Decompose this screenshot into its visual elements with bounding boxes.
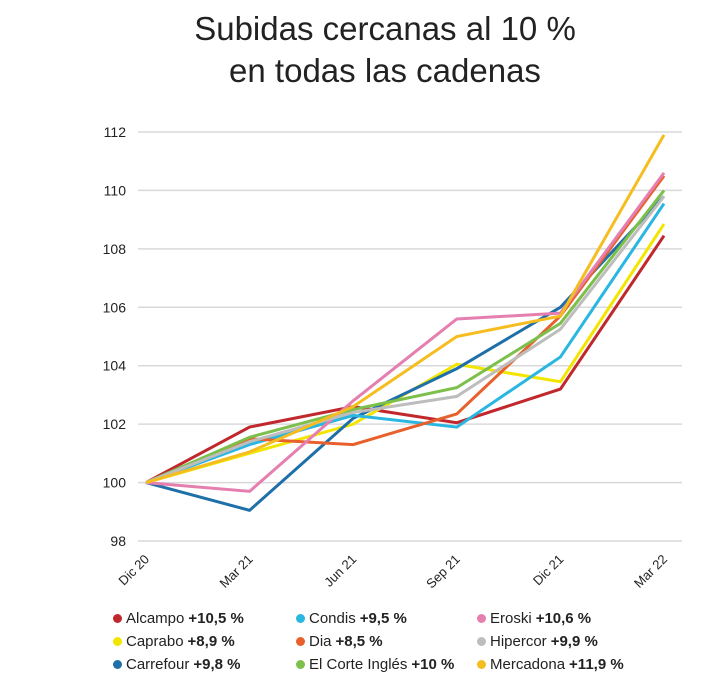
chart-title: Subidas cercanas al 10 % en todas las ca… xyxy=(60,8,701,92)
legend-dot-icon xyxy=(113,660,122,669)
series-line-eroski xyxy=(145,172,666,493)
legend-item: Mercadona +11,9 % xyxy=(477,656,624,673)
legend-item: Dia +8,5 % xyxy=(296,633,383,650)
series-line-alcampo xyxy=(145,234,666,484)
title-line-2: en todas las cadenas xyxy=(229,52,541,89)
series-line-condis xyxy=(145,202,666,484)
series-line-mercadona xyxy=(145,134,666,485)
x-tick-label: Sep 21 xyxy=(423,552,463,592)
legend-item: Caprabo +8,9 % xyxy=(113,633,235,650)
legend-label: Dia xyxy=(309,633,332,650)
legend-label: El Corte Inglés xyxy=(309,656,408,673)
legend-change: +11,9 % xyxy=(569,656,624,673)
y-tick-label: 110 xyxy=(104,182,127,198)
legend-label: Mercadona xyxy=(490,656,566,673)
legend-dot-icon xyxy=(477,614,486,623)
x-tick-label: Mar 21 xyxy=(216,552,255,591)
series-line-el-corte-ingl-s xyxy=(145,189,666,484)
legend-change: +10,5 % xyxy=(188,610,244,627)
x-tick-label: Mar 22 xyxy=(631,552,670,591)
legend-item: Carrefour +9,8 % xyxy=(113,656,240,673)
legend-change: +8,5 % xyxy=(335,633,383,650)
x-tick-label: Jun 21 xyxy=(321,552,359,590)
legend-dot-icon xyxy=(296,614,305,623)
legend-dot-icon xyxy=(113,637,122,646)
x-tick-label: Dic 21 xyxy=(530,552,567,589)
title-line-1: Subidas cercanas al 10 % xyxy=(194,10,576,47)
legend-label: Alcampo xyxy=(126,610,185,627)
y-tick-label: 102 xyxy=(103,416,127,432)
legend-item: Condis +9,5 % xyxy=(296,610,407,627)
legend-label: Caprabo xyxy=(126,633,184,650)
y-tick-label: 100 xyxy=(103,475,127,491)
legend-label: Eroski xyxy=(490,610,532,627)
legend-label: Hipercor xyxy=(490,633,547,650)
legend-label: Condis xyxy=(309,610,356,627)
legend-dot-icon xyxy=(296,660,305,669)
legend-label: Carrefour xyxy=(126,656,190,673)
legend-change: +10,6 % xyxy=(535,610,592,627)
legend-change: +9,8 % xyxy=(193,656,241,673)
legend-item: Hipercor +9,9 % xyxy=(477,633,598,650)
legend-change: +10 % xyxy=(411,656,455,673)
legend-dot-icon xyxy=(477,637,486,646)
legend-change: +9,5 % xyxy=(359,610,407,627)
legend-dot-icon xyxy=(296,637,305,646)
legend-change: +8,9 % xyxy=(187,633,235,650)
line-chart: 98 100 102 104 106 108 110 112 Dic 20 Mar 21 Jun 2… xyxy=(103,124,682,592)
y-tick-label: 112 xyxy=(104,124,127,140)
y-tick-label: 98 xyxy=(110,533,126,549)
legend-change: +9,9 % xyxy=(550,633,598,650)
y-tick-label: 106 xyxy=(103,299,127,315)
series-line-hipercor xyxy=(145,195,666,484)
y-tick-label: 108 xyxy=(103,241,127,257)
legend-item: Eroski +10,6 % xyxy=(477,610,591,627)
y-tick-label: 104 xyxy=(103,358,127,374)
legend-item: El Corte Inglés +10 % xyxy=(296,656,454,673)
x-tick-label: Dic 20 xyxy=(115,552,152,589)
series-line-dia xyxy=(145,174,666,484)
legend-item: Alcampo +10,5 % xyxy=(113,610,244,627)
legend-dot-icon xyxy=(477,660,486,669)
legend-dot-icon xyxy=(113,614,122,623)
